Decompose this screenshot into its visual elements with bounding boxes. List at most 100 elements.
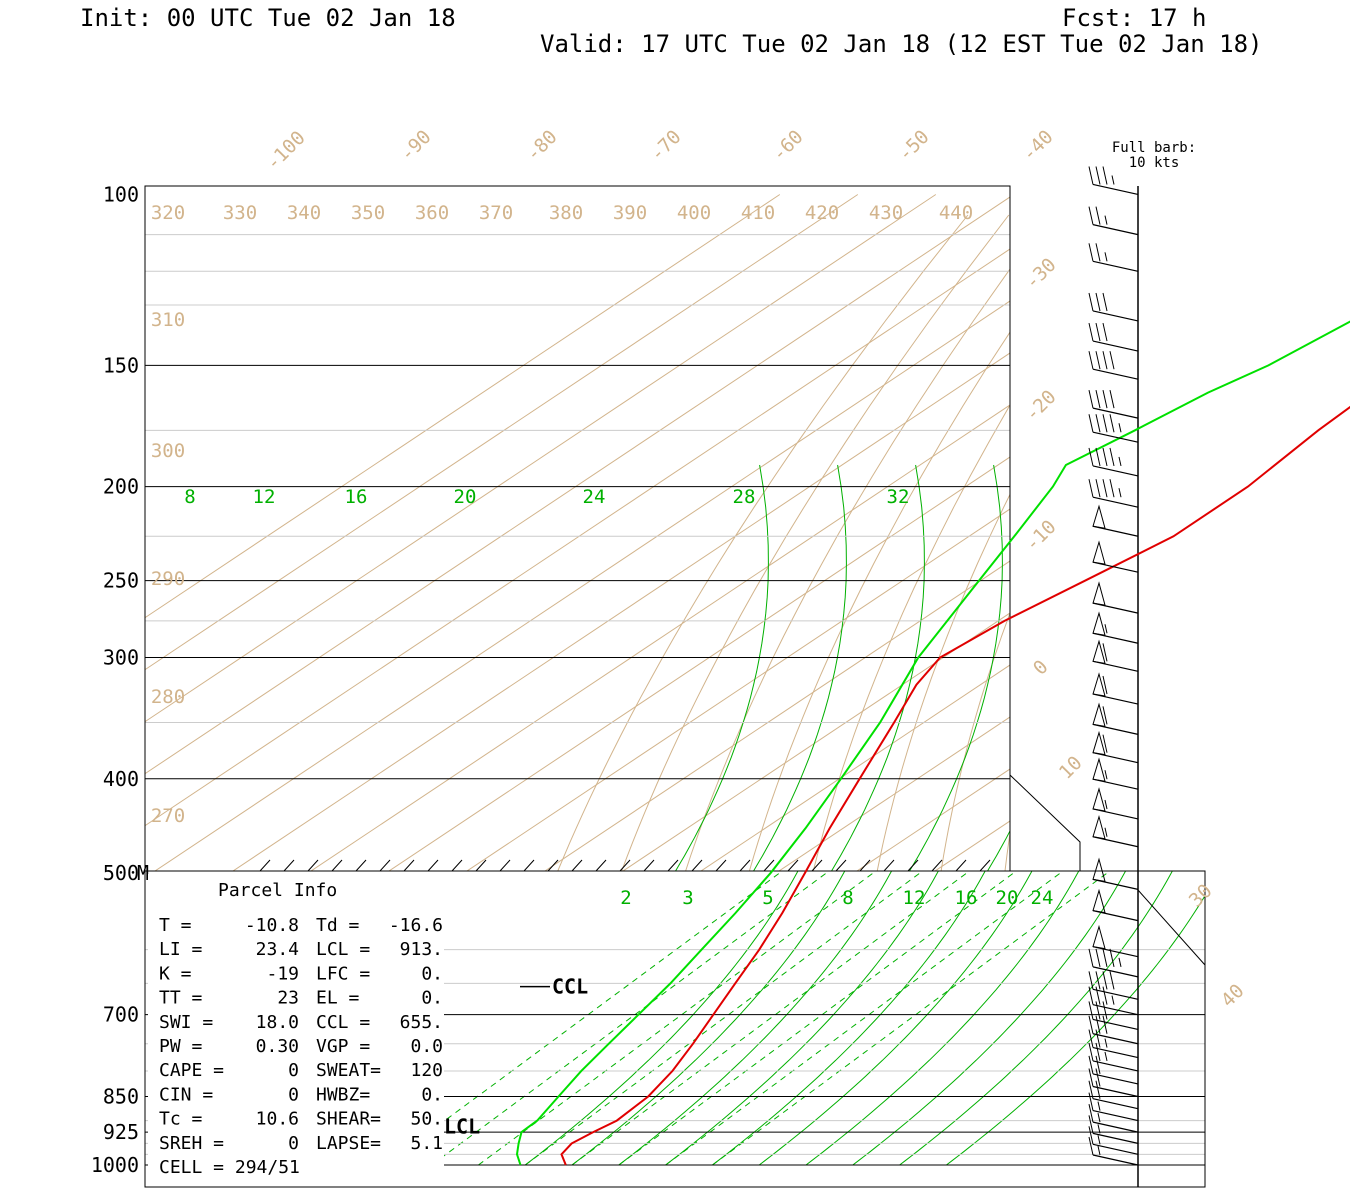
wind-barb-full bbox=[1102, 414, 1108, 433]
wind-barb-staff bbox=[1092, 224, 1139, 236]
hatch-mark bbox=[307, 859, 319, 872]
mixing-ratio-label: 24 bbox=[1031, 887, 1054, 909]
parcel-info-key: LCL = bbox=[316, 939, 370, 960]
valid-time: Valid: 17 UTC Tue 02 Jan 18 (12 EST Tue … bbox=[540, 30, 1262, 58]
moist-adiabat-label: 24 bbox=[583, 486, 606, 508]
wind-barb-full bbox=[1088, 1104, 1094, 1123]
wind-barb-full bbox=[1095, 206, 1101, 225]
theta-label: 370 bbox=[479, 202, 513, 224]
wind-barb-staff bbox=[1092, 1121, 1139, 1133]
wind-barb-staff bbox=[1092, 407, 1139, 419]
wind-barb-half bbox=[1104, 799, 1108, 810]
theta-label: 350 bbox=[351, 202, 385, 224]
hatch-mark bbox=[355, 859, 367, 872]
wind-barb-half bbox=[1111, 175, 1115, 185]
theta-label: 340 bbox=[287, 202, 321, 224]
hatch-mark bbox=[883, 859, 895, 872]
moist-adiabat-line bbox=[986, 829, 1010, 871]
wind-barb-full bbox=[1088, 948, 1094, 967]
wind-barb-half bbox=[1104, 770, 1108, 780]
hatch-mark bbox=[331, 859, 343, 872]
parcel-info-value: 23 bbox=[277, 988, 299, 1009]
mixing-ratio-line bbox=[712, 871, 1111, 1166]
wind-barb-half bbox=[1104, 1038, 1108, 1048]
moist-adiabat-label: 8 bbox=[184, 486, 195, 508]
forecast-hour: Fcst: 17 h bbox=[1062, 4, 1207, 32]
isotherm-label: -20 bbox=[1021, 386, 1061, 426]
wind-barb-pennant bbox=[1092, 504, 1106, 529]
wind-barb-staff bbox=[1092, 260, 1139, 272]
wind-barb-staff bbox=[1092, 1132, 1139, 1144]
mixing-ratio-label: 16 bbox=[955, 887, 978, 909]
dry-adiabat-line bbox=[1133, 215, 1337, 1186]
parcel-info-key: CAPE = bbox=[159, 1060, 224, 1081]
wind-barb-staff bbox=[1092, 1143, 1139, 1155]
wind-barb-full bbox=[1109, 414, 1115, 433]
parcel-info-key: TT = bbox=[159, 988, 203, 1009]
hatch-mark bbox=[739, 859, 751, 872]
mixing-ratio-line bbox=[431, 871, 830, 1166]
wind-barb-full bbox=[1088, 1126, 1094, 1145]
pressure-tick-label: 150 bbox=[103, 353, 139, 377]
parcel-info-key: CIN = bbox=[159, 1084, 213, 1105]
hatch-mark bbox=[403, 859, 415, 872]
wind-barb-full bbox=[1088, 243, 1094, 262]
parcel-info-key: K = bbox=[159, 963, 192, 984]
parcel-info-key: LI = bbox=[159, 939, 203, 960]
hatch-mark bbox=[259, 859, 271, 872]
wind-barb-staff bbox=[1092, 1018, 1139, 1031]
wind-barb-half bbox=[1118, 957, 1122, 967]
mixing-ratio-line bbox=[524, 871, 924, 1166]
hatch-mark bbox=[499, 859, 511, 872]
wind-barb-staff bbox=[1092, 1073, 1139, 1085]
wind-barb-full bbox=[1088, 166, 1094, 185]
isotherm-line bbox=[884, 195, 1350, 1166]
wind-barb-staff bbox=[1092, 310, 1139, 322]
theta-label: 300 bbox=[151, 440, 185, 462]
wind-barb-full bbox=[1095, 1015, 1101, 1034]
parcel-info-value: 0.0 bbox=[410, 1036, 443, 1057]
lower-frame bbox=[144, 870, 1206, 1188]
mixing-ratio-label: 20 bbox=[996, 887, 1019, 909]
lower-grid bbox=[384, 871, 1205, 1166]
wind-barb-full bbox=[1088, 206, 1094, 225]
parcel-info-table: T = -10.8 Td = -16.6 LI = 23.4 LCL = 913. K = -19… bbox=[159, 915, 443, 1178]
isotherm-line bbox=[728, 195, 1350, 1166]
wind-barb-full bbox=[1088, 1015, 1094, 1034]
theta-label: 320 bbox=[151, 202, 185, 224]
wind-barb-full bbox=[1095, 351, 1101, 370]
hatch-mark bbox=[979, 859, 991, 872]
wind-barb-full bbox=[1102, 971, 1108, 990]
parcel-info-value: 23.4 bbox=[256, 939, 299, 960]
wind-barb-full bbox=[1109, 948, 1115, 967]
wind-barb-full bbox=[1088, 414, 1094, 433]
wind-barb-half bbox=[1104, 252, 1108, 262]
wind-barb-staff bbox=[1092, 368, 1139, 380]
wind-barb-full bbox=[1095, 986, 1101, 1005]
parcel-info-key: SWI = bbox=[159, 1012, 213, 1033]
moist-adiabat-line bbox=[665, 871, 939, 1166]
wind-barb-staff bbox=[1092, 431, 1139, 443]
wind-barb-staff bbox=[1092, 1085, 1139, 1098]
isotherm-line bbox=[310, 404, 1010, 871]
isotherm-label: -50 bbox=[894, 126, 934, 166]
mixing-ratio-label: 12 bbox=[903, 887, 926, 909]
isotherm-line bbox=[466, 508, 1010, 871]
wind-barb-staff bbox=[1092, 966, 1139, 978]
wind-barb-full bbox=[1109, 479, 1115, 498]
parcel-info-key: PW = bbox=[159, 1036, 203, 1057]
wind-barb-pennant bbox=[1092, 639, 1106, 664]
parcel-info-key: VGP = bbox=[316, 1036, 370, 1057]
isotherm-line bbox=[145, 194, 859, 671]
wind-barb-full bbox=[1088, 447, 1094, 467]
isotherm-label: -30 bbox=[1021, 254, 1061, 294]
parcel-info-key: LFC = bbox=[316, 963, 370, 984]
moist-adiabat-line bbox=[899, 871, 1173, 1166]
parcel-info-key: HWBZ= bbox=[316, 1084, 370, 1105]
wind-barb-full bbox=[1088, 1001, 1094, 1020]
parcel-info-value: -19 bbox=[266, 963, 299, 984]
moist-adiabat-label: 32 bbox=[887, 486, 910, 508]
theta-label: 380 bbox=[549, 202, 583, 224]
theta-label: 410 bbox=[741, 202, 775, 224]
hatch-mark bbox=[379, 859, 391, 872]
